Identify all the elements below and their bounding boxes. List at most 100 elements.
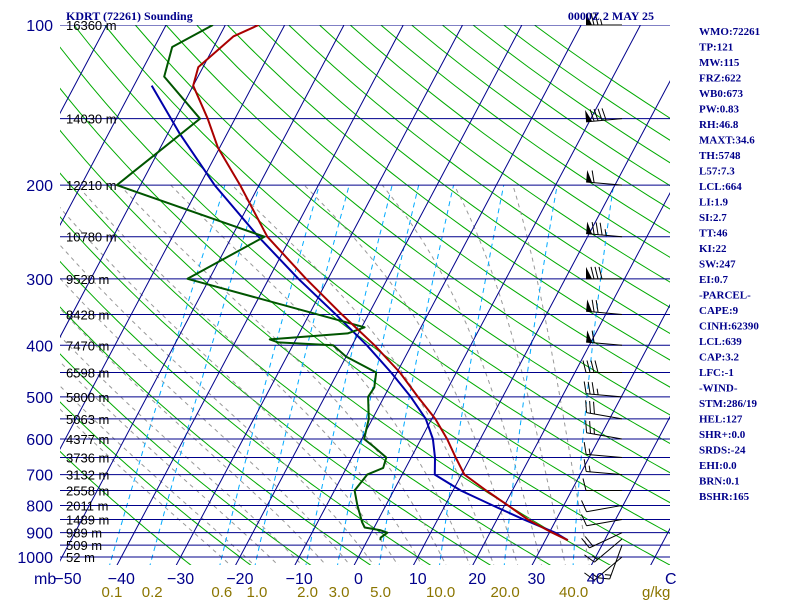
index-line: KI:22	[699, 243, 727, 255]
temperature-tick-label: 0	[354, 571, 363, 588]
temperature-axis-unit: C	[665, 571, 677, 588]
wind-barb	[597, 544, 623, 580]
wind-barb-staff	[586, 453, 623, 458]
height-label: 14030 m	[66, 112, 117, 127]
isotherm-line	[472, 191, 670, 565]
dry-adiabat-line	[60, 450, 192, 565]
wind-barb-pennant	[586, 170, 593, 183]
dry-adiabat-line	[60, 172, 552, 565]
pressure-tick-label: 800	[26, 498, 53, 515]
temperature-labels: −50 −40 −30 −20 −10 0 10 20 30 40	[54, 571, 604, 588]
wind-barb-staff	[586, 432, 623, 440]
dry-adiabat-line	[288, 25, 670, 309]
wind-barb-staff	[586, 470, 623, 476]
isotherm-line	[60, 25, 167, 227]
mixing-ratio-tick-label: 1.0	[246, 584, 267, 600]
height-label: 12210 m	[66, 178, 117, 193]
dry-adiabat-line	[257, 25, 670, 334]
wind-barb-half-flag	[604, 574, 612, 576]
pressure-tick-label: 900	[26, 526, 53, 543]
wind-barb-staff	[586, 518, 623, 527]
index-line: SHR+:0.0	[699, 429, 746, 441]
isotherms	[60, 25, 670, 565]
wind-barb-flag	[585, 400, 588, 413]
index-line: MAXT:34.6	[699, 135, 755, 147]
wind-barb	[582, 360, 622, 374]
index-line: LI:1.9	[699, 197, 729, 209]
wind-barb	[583, 442, 623, 458]
moist-adiabat-line	[60, 360, 279, 565]
wind-barb-flag	[591, 382, 595, 395]
height-labels: 16360 m 14030 m 12210 m 10780 m 9520 m 8428 m…	[66, 18, 117, 565]
wind-barb-pennant	[586, 13, 592, 25]
wind-barb-flag	[581, 500, 588, 512]
height-label: 6598 m	[66, 366, 109, 381]
index-line: PW:0.83	[699, 104, 740, 116]
mixing-ratio-line	[109, 184, 226, 565]
isotherm-line	[116, 25, 404, 565]
wind-barb-flag	[584, 572, 595, 581]
mixing-ratio-line	[378, 184, 455, 565]
height-label: 52 m	[66, 550, 95, 565]
wind-barb-flag	[582, 360, 587, 373]
pressure-labels: 100 200 300 400 500 600 700 800 900 1000	[17, 18, 53, 567]
temperature-trace	[192, 25, 569, 542]
moist-adiabat-line	[381, 184, 543, 565]
index-line: TH:5748	[699, 150, 741, 162]
moist-adiabat-line	[512, 184, 590, 565]
parcel-trace	[150, 85, 569, 542]
temperature-tick-label: 30	[528, 571, 546, 588]
wind-barb-pennant	[586, 330, 593, 343]
moist-adiabat-line	[303, 184, 519, 565]
wind-barb-flag	[582, 478, 587, 491]
indices-panel: WMO:72261 TP:121 MW:115 FRZ:622 WB0:673 PW:0.…	[699, 26, 760, 503]
dry-adiabat-line	[60, 46, 670, 535]
height-label: 16360 m	[66, 18, 117, 33]
wind-barb-flag	[594, 12, 599, 26]
wind-barb-staff	[609, 544, 623, 580]
index-line: STM:286/19	[699, 398, 758, 410]
wind-barb	[584, 538, 623, 563]
mixing-ratio-tick-label: 2.0	[297, 584, 318, 600]
moist-adiabat-line	[60, 277, 351, 565]
index-line: MW:115	[699, 57, 740, 69]
index-line: -PARCEL-	[699, 290, 751, 302]
index-line: LCL:664	[699, 181, 742, 193]
index-line: EI:0.7	[699, 274, 729, 286]
index-line: FRZ:622	[699, 73, 742, 85]
temperature-tick-label: −50	[54, 571, 81, 588]
moist-adiabat-line	[119, 184, 447, 565]
mixing-ratio-axis-unit: g/kg	[642, 584, 670, 600]
wind-barb-staff	[586, 393, 623, 398]
pressure-tick-label: 600	[26, 432, 53, 449]
wind-barb	[586, 12, 622, 26]
wind-barb-flag	[601, 108, 607, 121]
pressure-axis-unit: mb	[34, 571, 56, 588]
mixing-ratio-line	[337, 184, 420, 565]
moist-adiabat-line	[76, 184, 423, 565]
wind-barb-flag	[589, 109, 595, 122]
wind-barb-staff	[586, 412, 623, 420]
chart-title: KDRT (72261) Sounding	[66, 9, 193, 23]
wind-barb-pennant	[586, 266, 592, 279]
isotherm-line	[235, 25, 523, 565]
wind-barb-flag	[590, 12, 595, 26]
wind-barb	[586, 330, 623, 346]
wind-barb-flag	[591, 330, 595, 343]
wind-barb-flag	[591, 299, 595, 313]
dry-adiabat-line	[319, 25, 670, 283]
mixing-ratio-tick-label: 5.0	[370, 584, 391, 600]
wind-barb-half-flag	[592, 573, 598, 578]
wind-barb-flag	[595, 222, 599, 235]
mixing-ratio-line	[439, 185, 505, 565]
wind-barb	[586, 299, 623, 315]
wind-barb-flag	[589, 421, 591, 434]
temperature-tick-label: −20	[226, 571, 253, 588]
temperature-tick-label: 40	[587, 571, 605, 588]
temperature-tick-label: −10	[286, 571, 313, 588]
index-line: LCL:639	[699, 336, 742, 348]
moist-adiabat-line	[60, 244, 375, 565]
index-line: L57:7.3	[699, 166, 735, 178]
